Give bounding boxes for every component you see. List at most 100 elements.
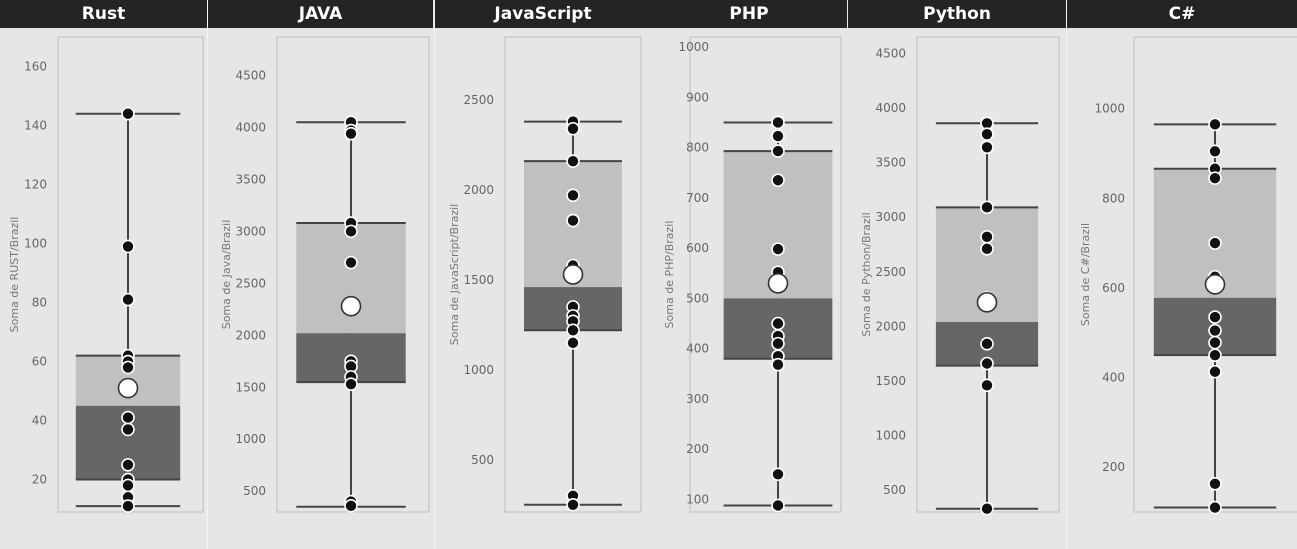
y-tick-label: 80 bbox=[32, 296, 47, 310]
y-tick-label: 700 bbox=[686, 191, 709, 205]
y-tick-label: 500 bbox=[883, 483, 906, 497]
data-point[interactable] bbox=[980, 140, 994, 155]
data-point[interactable] bbox=[771, 357, 785, 372]
data-point[interactable] bbox=[121, 360, 135, 375]
y-tick-label: 800 bbox=[1102, 191, 1125, 205]
y-axis-label: Soma de RUST/Brazil bbox=[8, 217, 21, 333]
y-tick-label: 2500 bbox=[463, 93, 494, 107]
mean-marker[interactable] bbox=[117, 377, 139, 399]
y-tick-label: 400 bbox=[686, 342, 709, 356]
data-point[interactable] bbox=[980, 200, 994, 215]
data-point[interactable] bbox=[1208, 500, 1222, 515]
data-point[interactable] bbox=[980, 230, 994, 244]
y-tick-label: 1500 bbox=[463, 273, 494, 287]
data-point[interactable] bbox=[121, 499, 135, 513]
y-tick-label: 200 bbox=[686, 442, 709, 456]
plot-frame bbox=[689, 36, 842, 513]
y-tick-label: 1000 bbox=[875, 429, 906, 443]
y-tick-label: 40 bbox=[32, 414, 47, 428]
y-tick-label: 500 bbox=[243, 484, 266, 498]
y-tick-label: 200 bbox=[1102, 460, 1125, 474]
data-point[interactable] bbox=[1208, 348, 1222, 362]
mean-marker[interactable] bbox=[1204, 274, 1226, 295]
data-point[interactable] bbox=[771, 467, 785, 482]
chart-title-javascript: JavaScript bbox=[435, 0, 651, 28]
data-point[interactable] bbox=[980, 242, 994, 256]
data-point[interactable] bbox=[1208, 171, 1222, 185]
y-tick-label: 800 bbox=[686, 141, 709, 155]
data-point[interactable] bbox=[566, 154, 580, 168]
y-tick-label: 3500 bbox=[235, 172, 266, 186]
y-axis-label: Soma de Java/Brazil bbox=[220, 220, 233, 330]
data-point[interactable] bbox=[1208, 310, 1222, 324]
data-point[interactable] bbox=[121, 239, 135, 254]
data-point[interactable] bbox=[980, 378, 994, 393]
data-point[interactable] bbox=[344, 377, 358, 391]
data-point[interactable] bbox=[1208, 335, 1222, 350]
data-point[interactable] bbox=[121, 478, 135, 493]
mean-marker[interactable] bbox=[767, 272, 789, 294]
data-point[interactable] bbox=[121, 422, 135, 437]
data-point[interactable] bbox=[121, 106, 135, 121]
data-point[interactable] bbox=[771, 336, 785, 351]
data-point[interactable] bbox=[344, 498, 358, 513]
data-point[interactable] bbox=[771, 173, 785, 188]
upper-quartile-box bbox=[296, 223, 406, 334]
data-point[interactable] bbox=[771, 115, 785, 130]
y-tick-label: 160 bbox=[24, 60, 47, 74]
data-point[interactable] bbox=[344, 224, 358, 239]
data-point[interactable] bbox=[1208, 144, 1222, 159]
y-tick-label: 1000 bbox=[1094, 102, 1125, 116]
y-tick-label: 100 bbox=[24, 237, 47, 251]
data-point[interactable] bbox=[771, 129, 785, 143]
y-tick-label: 4000 bbox=[235, 120, 266, 134]
data-point[interactable] bbox=[566, 336, 580, 350]
data-point[interactable] bbox=[980, 337, 994, 351]
boxplot-java: 500 1000 1500 2000 2500 3000 3500 4000 4500 Soma … bbox=[220, 36, 430, 513]
data-point[interactable] bbox=[980, 127, 994, 141]
mean-marker[interactable] bbox=[340, 295, 362, 317]
data-point[interactable] bbox=[1208, 323, 1222, 338]
data-point[interactable] bbox=[1208, 364, 1222, 379]
data-point[interactable] bbox=[566, 323, 580, 338]
y-tick-label: 1500 bbox=[235, 380, 266, 394]
y-tick-label: 20 bbox=[32, 473, 47, 487]
data-point[interactable] bbox=[566, 213, 580, 228]
data-point[interactable] bbox=[344, 255, 358, 270]
data-point[interactable] bbox=[566, 498, 580, 512]
mean-marker[interactable] bbox=[562, 264, 584, 285]
y-tick-label: 2000 bbox=[875, 319, 906, 333]
panel-separator bbox=[207, 0, 208, 549]
data-point[interactable] bbox=[771, 242, 785, 256]
boxplot-javascript: 500 1000 1500 2000 2500 Soma de JavaScript/Br… bbox=[448, 36, 642, 513]
plot-frame bbox=[504, 36, 642, 513]
data-point[interactable] bbox=[1208, 236, 1222, 250]
y-tick-label: 2500 bbox=[875, 265, 906, 279]
boxplot-c-: 200 400 600 800 1000 Soma de C#/Brazil bbox=[1079, 36, 1297, 515]
data-point[interactable] bbox=[1208, 476, 1222, 491]
data-point[interactable] bbox=[771, 144, 785, 158]
data-point[interactable] bbox=[980, 356, 994, 371]
data-point[interactable] bbox=[980, 501, 994, 516]
data-point[interactable] bbox=[566, 121, 580, 136]
data-point[interactable] bbox=[344, 126, 358, 141]
panel-separator bbox=[1066, 0, 1067, 549]
boxplot-php: 100 200 300 400 500 600 700 800 900 1000 Soma de P… bbox=[663, 36, 842, 513]
y-tick-label: 3000 bbox=[235, 224, 266, 238]
data-point[interactable] bbox=[771, 498, 785, 513]
y-tick-label: 140 bbox=[24, 119, 47, 133]
mean-marker[interactable] bbox=[976, 292, 998, 313]
data-point[interactable] bbox=[121, 292, 135, 307]
data-point[interactable] bbox=[566, 188, 580, 203]
y-tick-label: 60 bbox=[32, 355, 47, 369]
data-point[interactable] bbox=[1208, 117, 1222, 132]
boxplot-rust: 20 40 60 80 100 120 140 160 Soma de RUST/Brazil bbox=[8, 36, 204, 513]
y-axis-label: Soma de JavaScript/Brazil bbox=[448, 204, 461, 345]
data-point[interactable] bbox=[121, 457, 135, 472]
y-tick-label: 600 bbox=[1102, 281, 1125, 295]
y-axis-label: Soma de C#/Brazil bbox=[1079, 223, 1092, 326]
data-point[interactable] bbox=[121, 410, 135, 425]
data-point[interactable] bbox=[771, 316, 785, 331]
y-tick-label: 400 bbox=[1102, 371, 1125, 385]
